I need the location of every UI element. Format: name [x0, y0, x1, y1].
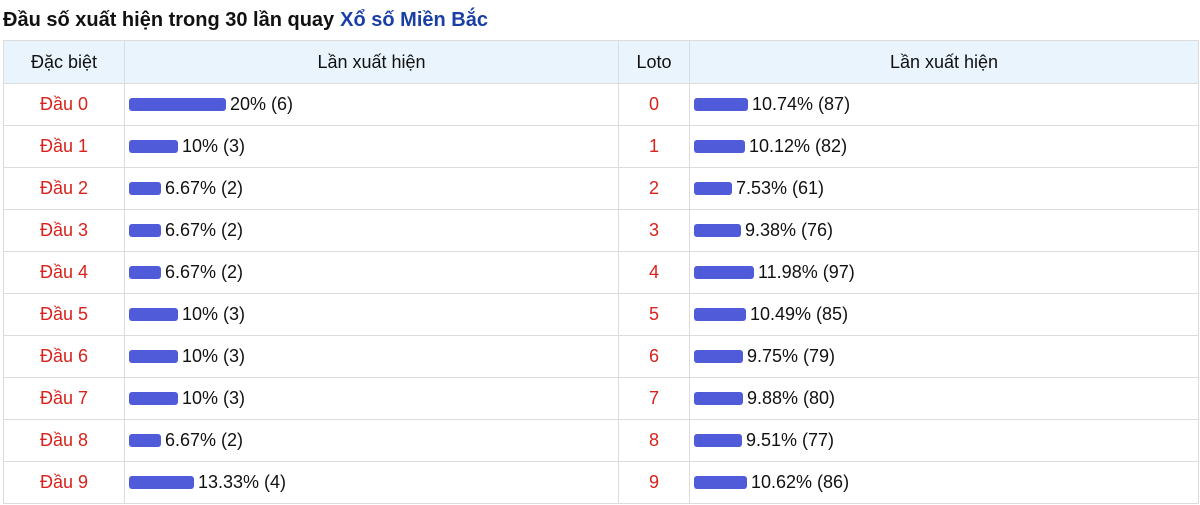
frequency-value: 10% (3) [182, 388, 246, 408]
frequency-bar [694, 182, 732, 195]
frequency-bar [694, 224, 741, 237]
frequency-bar [694, 350, 743, 363]
row-label: Đầu 4 [3, 251, 125, 294]
table-row: Đầu 6 10% (3) 6 9.75% (79) [3, 335, 1199, 378]
loto-frequency-cell: 7.53% (61) [689, 167, 1199, 210]
frequency-table: Đặc biệt Lần xuất hiện Loto Lần xuất hiệ… [3, 40, 1199, 504]
header-count-loto: Lần xuất hiện [689, 40, 1199, 84]
row-label: 9 [618, 461, 690, 504]
table-row: Đầu 5 10% (3) 5 10.49% (85) [3, 293, 1199, 336]
page-title: Đầu số xuất hiện trong 30 lần quay Xổ số… [0, 0, 1200, 40]
special-frequency-cell: 6.67% (2) [124, 251, 619, 294]
loto-frequency-cell: 9.38% (76) [689, 209, 1199, 252]
loto-frequency-cell: 9.88% (80) [689, 377, 1199, 420]
frequency-value: 10.74% (87) [752, 94, 851, 114]
frequency-value: 9.88% (80) [747, 388, 836, 408]
row-label: Đầu 7 [3, 377, 125, 420]
table-row: Đầu 2 6.67% (2) 2 7.53% (61) [3, 167, 1199, 210]
table-header-row: Đặc biệt Lần xuất hiện Loto Lần xuất hiệ… [3, 40, 1199, 84]
table-row: Đầu 1 10% (3) 1 10.12% (82) [3, 125, 1199, 168]
header-special: Đặc biệt [3, 40, 125, 84]
table-row: Đầu 0 20% (6) 0 10.74% (87) [3, 83, 1199, 126]
row-label: 4 [618, 251, 690, 294]
frequency-value: 6.67% (2) [165, 430, 244, 450]
frequency-bar [129, 476, 194, 489]
table-row: Đầu 4 6.67% (2) 4 11.98% (97) [3, 251, 1199, 294]
title-text: Đầu số xuất hiện trong 30 lần quay [3, 8, 335, 31]
row-label: 0 [618, 83, 690, 126]
row-label: 3 [618, 209, 690, 252]
frequency-value: 6.67% (2) [165, 220, 244, 240]
special-frequency-cell: 6.67% (2) [124, 419, 619, 462]
frequency-bar [694, 434, 742, 447]
special-frequency-cell: 20% (6) [124, 83, 619, 126]
frequency-value: 9.51% (77) [746, 430, 835, 450]
row-label: Đầu 3 [3, 209, 125, 252]
frequency-value: 20% (6) [230, 94, 294, 114]
row-label: 1 [618, 125, 690, 168]
row-label: Đầu 8 [3, 419, 125, 462]
frequency-value: 10% (3) [182, 136, 246, 156]
frequency-bar [694, 266, 754, 279]
header-count-special: Lần xuất hiện [124, 40, 619, 84]
frequency-value: 13.33% (4) [198, 472, 287, 492]
table-row: Đầu 8 6.67% (2) 8 9.51% (77) [3, 419, 1199, 462]
special-frequency-cell: 10% (3) [124, 125, 619, 168]
special-frequency-cell: 6.67% (2) [124, 167, 619, 210]
frequency-value: 10.49% (85) [750, 304, 849, 324]
frequency-bar [129, 266, 161, 279]
table-row: Đầu 3 6.67% (2) 3 9.38% (76) [3, 209, 1199, 252]
frequency-bar [694, 392, 743, 405]
row-label: 6 [618, 335, 690, 378]
loto-frequency-cell: 9.75% (79) [689, 335, 1199, 378]
frequency-value: 10.12% (82) [749, 136, 848, 156]
row-label: 8 [618, 419, 690, 462]
loto-frequency-cell: 10.74% (87) [689, 83, 1199, 126]
loto-frequency-cell: 11.98% (97) [689, 251, 1199, 294]
lottery-link[interactable]: Xổ số Miền Bắc [340, 8, 488, 31]
special-frequency-cell: 10% (3) [124, 377, 619, 420]
loto-frequency-cell: 10.49% (85) [689, 293, 1199, 336]
header-loto: Loto [618, 40, 690, 84]
frequency-value: 7.53% (61) [736, 178, 825, 198]
frequency-bar [129, 392, 178, 405]
table-row: Đầu 7 10% (3) 7 9.88% (80) [3, 377, 1199, 420]
special-frequency-cell: 6.67% (2) [124, 209, 619, 252]
frequency-bar [129, 350, 178, 363]
loto-frequency-cell: 10.12% (82) [689, 125, 1199, 168]
row-label: Đầu 2 [3, 167, 125, 210]
row-label: Đầu 0 [3, 83, 125, 126]
frequency-value: 10.62% (86) [751, 472, 850, 492]
special-frequency-cell: 10% (3) [124, 293, 619, 336]
loto-frequency-cell: 10.62% (86) [689, 461, 1199, 504]
row-label: Đầu 6 [3, 335, 125, 378]
frequency-value: 9.38% (76) [745, 220, 834, 240]
frequency-bar [129, 308, 178, 321]
frequency-bar [129, 224, 161, 237]
row-label: Đầu 1 [3, 125, 125, 168]
frequency-bar [129, 434, 161, 447]
frequency-value: 9.75% (79) [747, 346, 836, 366]
frequency-bar [129, 182, 161, 195]
row-label: Đầu 9 [3, 461, 125, 504]
frequency-bar [694, 98, 748, 111]
special-frequency-cell: 10% (3) [124, 335, 619, 378]
frequency-bar [129, 98, 226, 111]
frequency-bar [694, 476, 747, 489]
special-frequency-cell: 13.33% (4) [124, 461, 619, 504]
frequency-value: 6.67% (2) [165, 262, 244, 282]
row-label: Đầu 5 [3, 293, 125, 336]
row-label: 2 [618, 167, 690, 210]
loto-frequency-cell: 9.51% (77) [689, 419, 1199, 462]
frequency-bar [129, 140, 178, 153]
frequency-value: 11.98% (97) [758, 262, 855, 282]
row-label: 7 [618, 377, 690, 420]
table-row: Đầu 9 13.33% (4) 9 10.62% (86) [3, 461, 1199, 504]
frequency-value: 6.67% (2) [165, 178, 244, 198]
frequency-bar [694, 308, 746, 321]
frequency-value: 10% (3) [182, 304, 246, 324]
frequency-value: 10% (3) [182, 346, 246, 366]
frequency-bar [694, 140, 745, 153]
row-label: 5 [618, 293, 690, 336]
